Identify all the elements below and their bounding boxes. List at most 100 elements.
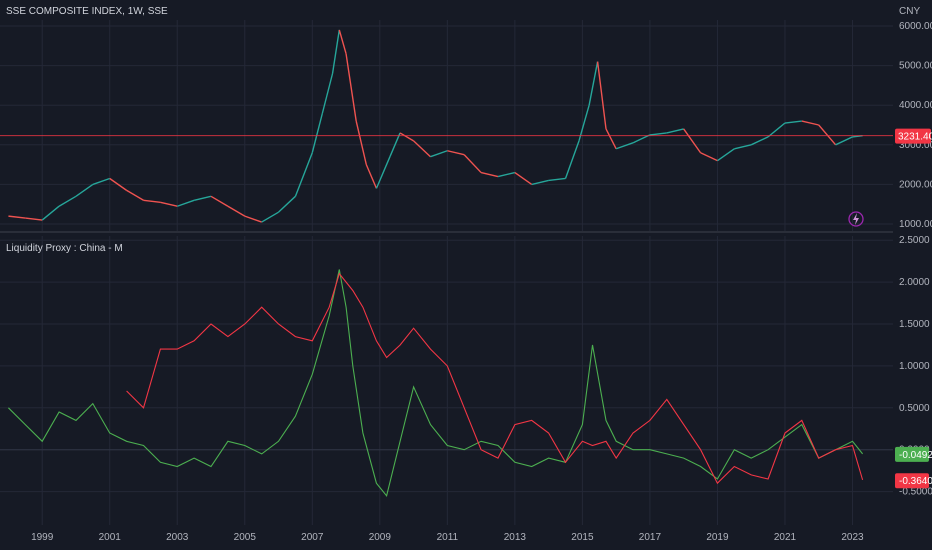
price-segment — [278, 195, 296, 213]
liquidity-series — [8, 269, 864, 498]
price-segment — [605, 128, 617, 150]
x-tick-label: 2013 — [504, 532, 527, 543]
last-price-badge: 3231.4055 — [895, 128, 932, 144]
price-segment — [126, 189, 144, 201]
price-segment — [321, 73, 334, 114]
bottom-tick-label: 2.0000 — [899, 277, 930, 288]
price-segment — [8, 215, 26, 219]
price-segment — [261, 211, 279, 223]
bottom-tick-label: -0.5000 — [899, 487, 932, 498]
price-segment — [413, 140, 431, 158]
price-segment — [345, 53, 357, 122]
bottom-pane-grid — [0, 236, 893, 525]
price-segment — [649, 132, 667, 136]
price-segment — [109, 177, 128, 191]
price-segment — [210, 195, 229, 207]
price-segment — [75, 183, 94, 197]
bottom-tick-label: 1.5000 — [899, 319, 930, 330]
top-tick-label: 1000.0000 — [899, 219, 932, 230]
lightning-bolt-icon[interactable] — [848, 211, 864, 227]
price-segment — [700, 152, 718, 162]
bottom-tick-label: 2.5000 — [899, 235, 930, 246]
x-tick-label: 2007 — [301, 532, 324, 543]
price-segment — [683, 128, 702, 154]
bottom-tick-label: 1.0000 — [899, 361, 930, 372]
price-segment — [375, 156, 391, 189]
top-tick-label: 5000.0000 — [899, 61, 932, 72]
top-tick-label: 3000.0000 — [899, 140, 932, 151]
price-segment — [58, 195, 77, 207]
x-tick-label: 2011 — [437, 532, 459, 543]
top-pane-grid — [0, 20, 893, 232]
price-segment — [193, 195, 212, 201]
top-pane-title: SSE COMPOSITE INDEX, 1W, SSE — [6, 6, 168, 17]
price-segment — [564, 140, 580, 179]
price-segment — [767, 122, 786, 138]
green-last-badge: -0.0492 — [895, 446, 932, 462]
price-segment — [632, 134, 651, 144]
price-segment — [801, 120, 819, 126]
price-segment — [227, 205, 246, 217]
bottom-pane-title: Liquidity Proxy : China - M — [6, 243, 123, 254]
x-tick-label: 1999 — [31, 532, 54, 543]
price-segment — [41, 205, 60, 221]
price-segment — [311, 112, 324, 153]
x-tick-label: 2001 — [99, 532, 122, 543]
price-segment — [514, 171, 533, 186]
red-last-value: -0.3640 — [899, 476, 932, 487]
price-segment — [355, 120, 367, 165]
price-segment — [399, 132, 414, 142]
x-tick-label: 2003 — [166, 532, 189, 543]
red-liquidity-line — [126, 272, 864, 485]
price-segment — [331, 29, 340, 74]
x-tick-label: 2015 — [571, 532, 594, 543]
price-segment — [430, 150, 448, 158]
price-segment — [548, 177, 566, 182]
price-segment — [717, 148, 735, 162]
price-segment — [588, 61, 599, 106]
x-tick-label: 2017 — [639, 532, 662, 543]
currency-label: CNY — [899, 6, 920, 17]
price-segment — [92, 177, 110, 186]
price-segment — [365, 164, 378, 189]
price-segment — [143, 199, 161, 203]
last-price-value: 3231.4055 — [898, 132, 932, 143]
price-segment — [480, 171, 499, 178]
green-last-value: -0.0492 — [899, 450, 932, 461]
x-tick-label: 2009 — [369, 532, 392, 543]
price-segment — [447, 150, 465, 156]
x-tick-label: 2021 — [774, 532, 797, 543]
price-segment — [497, 171, 516, 178]
price-segment — [389, 132, 401, 157]
price-segment — [578, 104, 590, 142]
top-tick-label: 6000.0000 — [899, 21, 932, 32]
price-segment — [615, 142, 634, 150]
time-axis[interactable]: 1999 2001 2003 2005 2007 2009 2011 2013 2015 2017… — [31, 532, 864, 543]
price-segment — [244, 215, 262, 223]
top-tick-label: 4000.0000 — [899, 100, 932, 111]
x-tick-label: 2023 — [841, 532, 864, 543]
price-segment — [463, 154, 482, 174]
price-segment — [835, 136, 853, 146]
red-last-badge: -0.3640 — [895, 473, 932, 489]
price-segment — [294, 152, 313, 197]
price-segment — [818, 124, 837, 146]
price-segment — [160, 201, 178, 207]
price-segment — [177, 199, 195, 207]
top-price-axis[interactable]: 1000.0000 2000.0000 3000.0000 4000.0000 5000… — [899, 21, 932, 230]
price-series — [0, 29, 893, 223]
price-segment — [666, 128, 684, 134]
x-tick-label: 2005 — [234, 532, 257, 543]
price-segment — [784, 120, 802, 124]
price-segment — [734, 144, 752, 150]
price-segment — [750, 136, 769, 146]
price-segment — [596, 61, 607, 130]
bottom-tick-label: 0.5000 — [899, 403, 930, 414]
price-segment — [531, 179, 549, 186]
top-tick-label: 2000.0000 — [899, 179, 932, 190]
price-segment — [338, 29, 347, 54]
price-segment — [25, 217, 43, 221]
x-tick-label: 2019 — [706, 532, 729, 543]
